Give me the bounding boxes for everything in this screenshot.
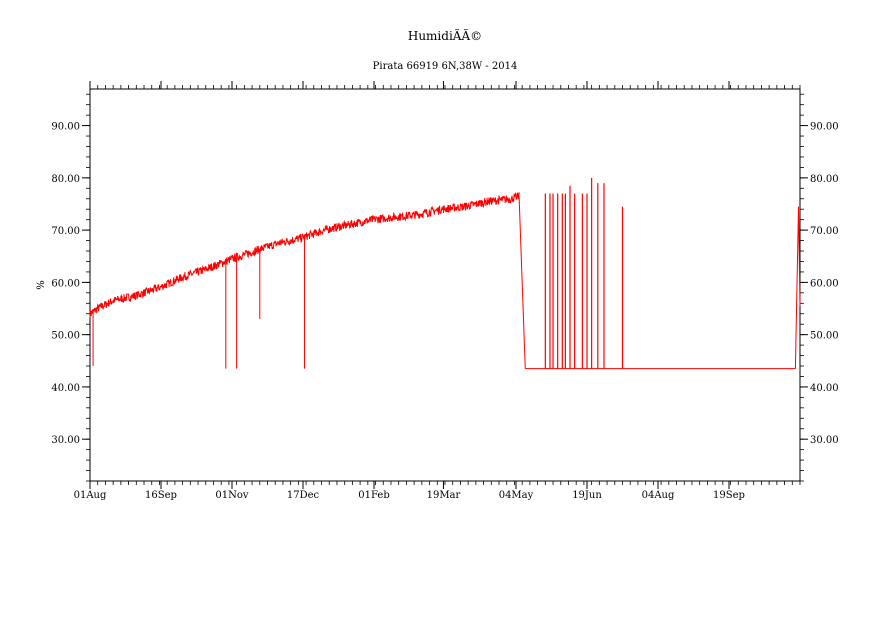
x-tick-label: 19Mar — [427, 490, 461, 501]
y-tick-label-right: 30.00 — [810, 435, 839, 446]
axis-ticks — [82, 81, 808, 489]
end-recovery-line — [794, 206, 801, 369]
y-tick-label-right: 40.00 — [810, 383, 839, 394]
x-tick-label: 01Feb — [358, 490, 389, 501]
chart-subtitle: Pirata 66919 6N,38W - 2014 — [373, 61, 518, 72]
x-tick-label: 01Nov — [215, 490, 248, 501]
chart-title: HumidiÃÃ© — [408, 28, 482, 43]
data-series — [89, 177, 801, 370]
y-axis-label: % — [36, 280, 47, 290]
x-tick-label: 19Sep — [713, 490, 745, 501]
y-tick-label-left: 60.00 — [51, 278, 80, 289]
plot-frame — [89, 88, 801, 482]
y-tick-label-left: 80.00 — [51, 174, 80, 185]
humidity-line — [89, 192, 520, 318]
y-tick-label-right: 80.00 — [810, 174, 839, 185]
x-tick-label: 16Sep — [145, 490, 177, 501]
gap-transition — [518, 196, 526, 369]
y-tick-label-left: 90.00 — [51, 122, 80, 133]
y-tick-label-right: 50.00 — [810, 331, 839, 342]
x-tick-label: 04May — [499, 490, 534, 501]
y-tick-label-left: 70.00 — [51, 226, 80, 237]
y-tick-label-right: 60.00 — [810, 278, 839, 289]
y-tick-label-right: 90.00 — [810, 122, 839, 133]
y-tick-label-left: 40.00 — [51, 383, 80, 394]
axis-tick-labels: 01Aug 16Sep 01Nov 17Dec 01Feb 19Mar 04May 19Jun… — [51, 122, 838, 501]
x-tick-label: 04Aug — [642, 490, 675, 501]
x-tick-label: 17Dec — [287, 490, 320, 501]
y-tick-label-left: 30.00 — [51, 435, 80, 446]
x-tick-label: 01Aug — [74, 490, 107, 501]
y-tick-label-left: 50.00 — [51, 331, 80, 342]
y-tick-label-right: 70.00 — [810, 226, 839, 237]
x-tick-label: 19Jun — [572, 490, 602, 501]
